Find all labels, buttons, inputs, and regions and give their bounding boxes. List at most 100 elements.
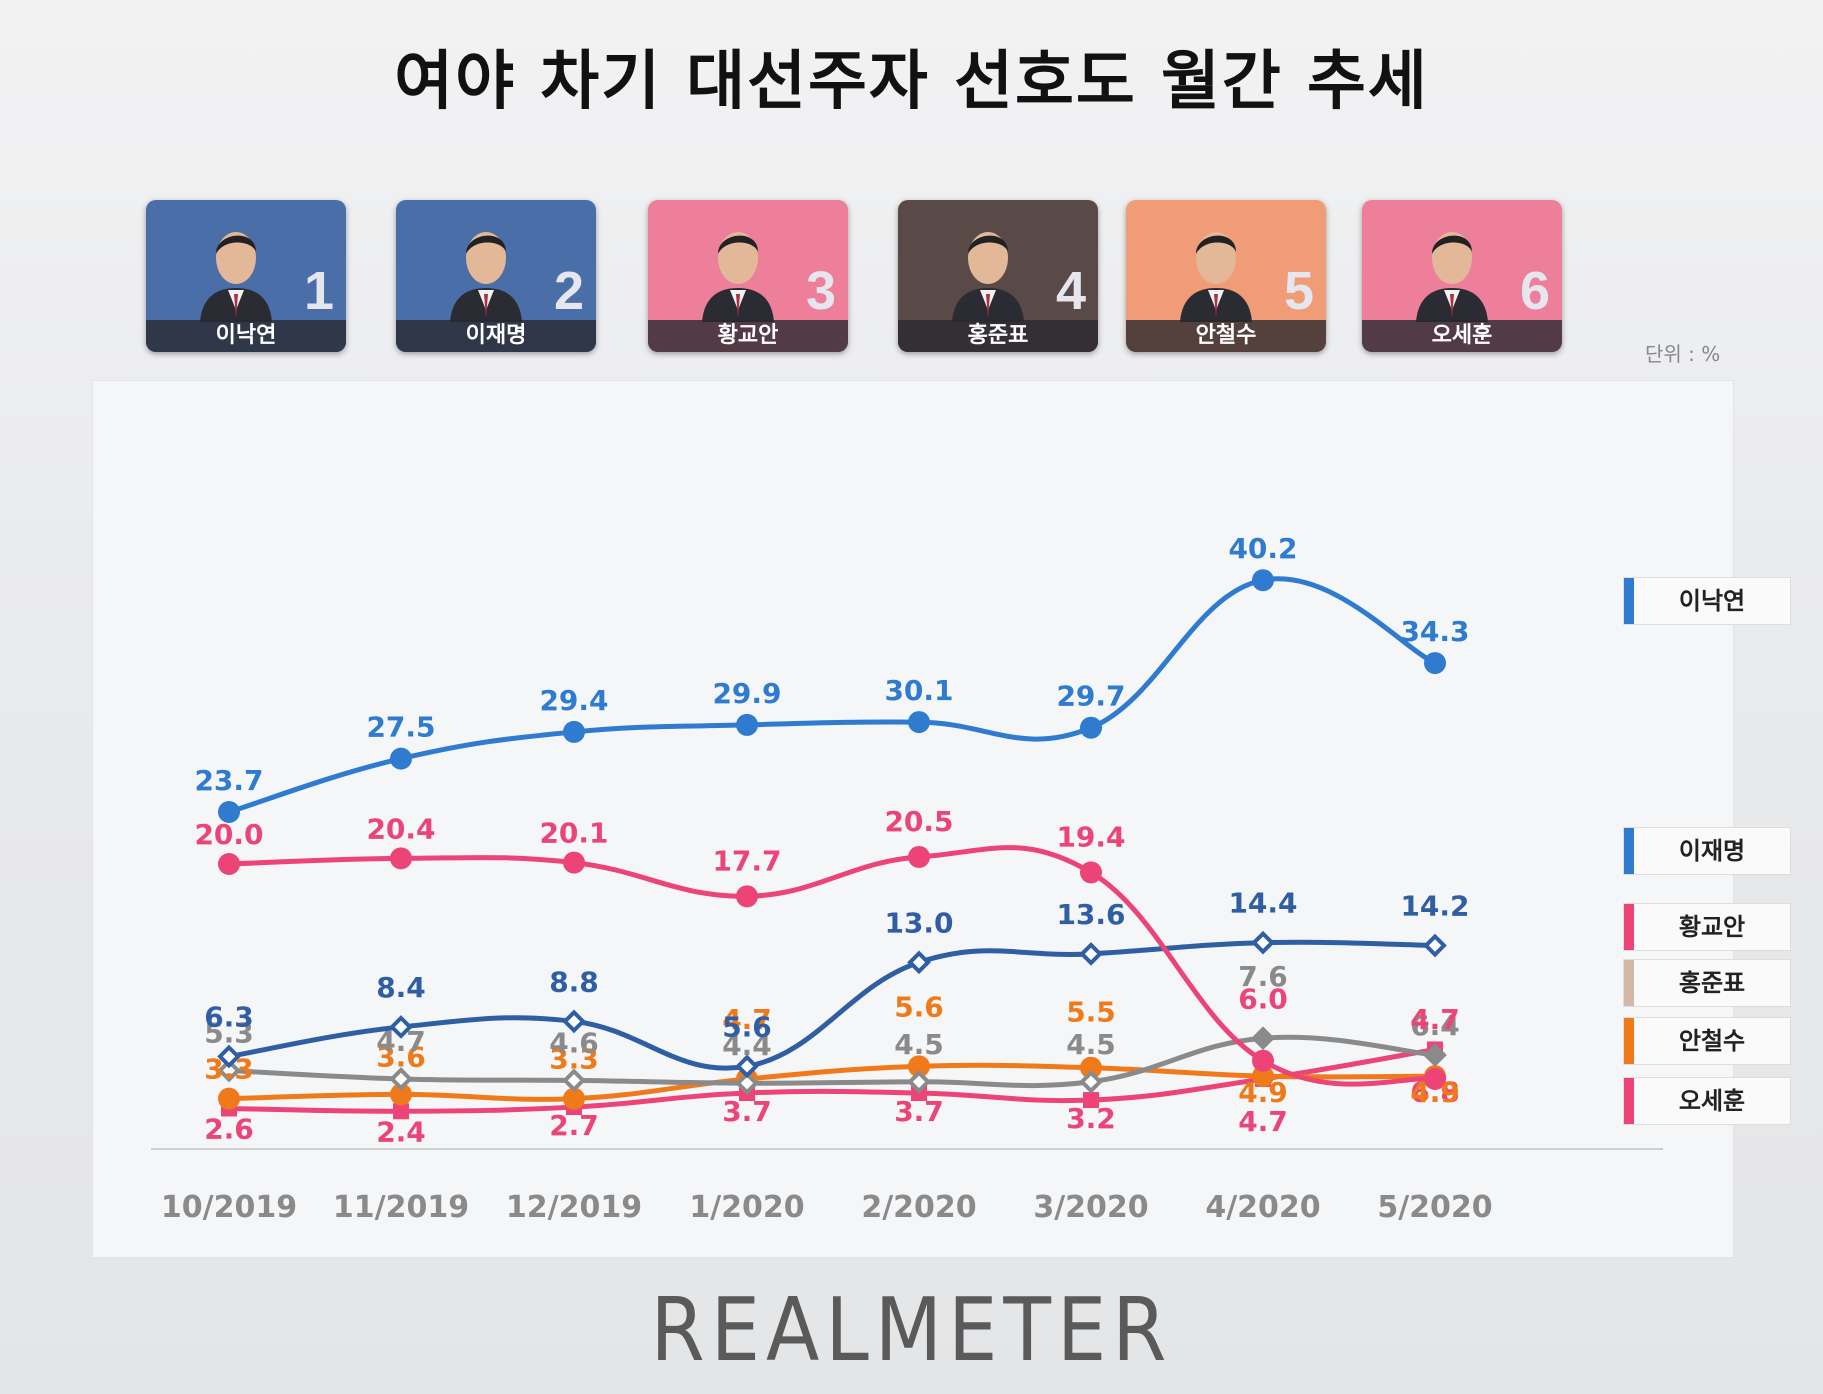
data-label: 4.7 bbox=[376, 1025, 426, 1058]
data-label: 17.7 bbox=[712, 844, 781, 877]
data-label: 13.0 bbox=[884, 906, 953, 939]
data-label: 4.5 bbox=[1066, 1028, 1116, 1061]
unit-label: 단위 : % bbox=[1645, 342, 1721, 366]
x-tick-label: 4/2020 bbox=[1205, 1190, 1320, 1225]
data-point bbox=[736, 713, 758, 736]
data-point bbox=[563, 1087, 585, 1110]
data-label: 30.1 bbox=[884, 674, 953, 707]
data-label: 3.3 bbox=[204, 1053, 254, 1086]
data-label: 27.5 bbox=[366, 711, 435, 744]
data-point bbox=[389, 1067, 413, 1091]
candidate-card: 5 안철수 bbox=[1126, 200, 1326, 352]
candidate-name: 황교안 bbox=[648, 320, 848, 352]
legend-swatch bbox=[1624, 960, 1634, 1006]
data-point bbox=[1079, 1069, 1103, 1094]
data-label: 3.6 bbox=[376, 1040, 426, 1073]
series-line bbox=[226, 939, 1438, 1071]
data-point bbox=[1252, 569, 1274, 592]
data-label: 13.6 bbox=[1056, 898, 1125, 931]
series-line bbox=[226, 1046, 1438, 1114]
candidate-card: 2 이재명 bbox=[396, 200, 596, 352]
x-tick-label: 3/2020 bbox=[1033, 1190, 1148, 1225]
data-label: 6.3 bbox=[204, 1000, 254, 1033]
candidate-name: 안철수 bbox=[1126, 320, 1326, 352]
data-label: 14.4 bbox=[1228, 887, 1297, 920]
data-label: 3.2 bbox=[1066, 1102, 1116, 1135]
legend-swatch bbox=[1624, 904, 1634, 950]
x-tick-label: 2/2020 bbox=[861, 1190, 976, 1225]
data-label: 3.3 bbox=[549, 1043, 599, 1076]
data-point bbox=[389, 1015, 413, 1039]
data-label: 29.4 bbox=[539, 684, 608, 717]
data-label: 5.5 bbox=[1066, 996, 1116, 1029]
legend-entry: 이낙연 bbox=[1623, 577, 1791, 625]
data-point bbox=[1083, 1092, 1099, 1109]
data-point bbox=[907, 1069, 931, 1094]
portrait-icon bbox=[450, 232, 522, 322]
data-label: 5.3 bbox=[204, 1017, 254, 1050]
candidate-name: 오세훈 bbox=[1362, 320, 1562, 352]
data-point bbox=[1423, 933, 1447, 958]
legend-entry: 홍준표 bbox=[1623, 959, 1791, 1007]
data-label: 4.5 bbox=[894, 1028, 944, 1061]
legend-label: 이낙연 bbox=[1678, 587, 1746, 615]
rank-number: 1 bbox=[303, 261, 334, 321]
rank-number: 3 bbox=[805, 261, 836, 321]
legend-entry: 오세훈 bbox=[1623, 1077, 1791, 1125]
data-label: 20.0 bbox=[194, 818, 263, 851]
candidate-card: 1 이낙연 bbox=[146, 200, 346, 352]
data-label: 5.6 bbox=[894, 990, 944, 1023]
x-tick-label: 10/2019 bbox=[161, 1190, 297, 1225]
data-point bbox=[1080, 716, 1102, 739]
data-point bbox=[390, 747, 412, 770]
data-label: 7.6 bbox=[1238, 960, 1288, 993]
data-point bbox=[218, 853, 240, 875]
candidate-card: 3 황교안 bbox=[648, 200, 848, 352]
data-point bbox=[563, 851, 585, 874]
candidate-card: 4 홍준표 bbox=[898, 200, 1098, 352]
data-point bbox=[908, 711, 930, 734]
data-label: 23.7 bbox=[194, 764, 263, 797]
legend-label: 황교안 bbox=[1678, 913, 1746, 941]
data-label: 4.9 bbox=[1410, 1076, 1460, 1109]
data-point bbox=[1251, 930, 1275, 955]
portrait-icon bbox=[200, 232, 272, 322]
data-label: 4.9 bbox=[1238, 1076, 1288, 1109]
legend-label: 안철수 bbox=[1678, 1027, 1746, 1055]
data-label: 4.6 bbox=[549, 1026, 599, 1059]
data-point bbox=[390, 1083, 412, 1106]
data-point bbox=[1424, 1067, 1446, 1090]
data-label: 4.4 bbox=[722, 1029, 772, 1062]
legend-swatch bbox=[1624, 1018, 1634, 1064]
data-point bbox=[735, 1054, 759, 1079]
data-label: 6.0 bbox=[1238, 983, 1288, 1016]
portrait-icon bbox=[1180, 232, 1252, 322]
data-label: 6.8 bbox=[1410, 1075, 1460, 1108]
legend-entry: 황교안 bbox=[1623, 903, 1791, 951]
data-label: 2.6 bbox=[204, 1112, 254, 1145]
data-label: 2.4 bbox=[376, 1115, 426, 1148]
data-point bbox=[218, 801, 240, 824]
series-line bbox=[226, 1062, 1438, 1102]
data-label: 4.7 bbox=[1410, 1003, 1460, 1036]
rank-number: 4 bbox=[1055, 261, 1086, 321]
chart-panel: 10/2019 11/2019 12/2019 1/2020 2/2020 3/2020 4… bbox=[92, 380, 1791, 1258]
data-point bbox=[1424, 652, 1446, 675]
data-label: 5.6 bbox=[722, 1010, 772, 1043]
data-point bbox=[563, 720, 585, 743]
data-label: 29.9 bbox=[712, 677, 781, 710]
brand-logo: REALMETER bbox=[650, 1280, 1173, 1382]
line-chart: 10/2019 11/2019 12/2019 1/2020 2/2020 3/2020 4… bbox=[151, 532, 1663, 1225]
x-tick-label: 11/2019 bbox=[333, 1190, 469, 1225]
portrait-icon bbox=[1416, 232, 1488, 322]
series-line bbox=[226, 576, 1438, 815]
candidate-name: 이낙연 bbox=[146, 320, 346, 352]
legend-label: 이재명 bbox=[1678, 837, 1746, 865]
data-point bbox=[736, 885, 758, 908]
x-tick-label: 12/2019 bbox=[506, 1190, 642, 1225]
data-label: 14.2 bbox=[1400, 889, 1469, 922]
data-point bbox=[218, 1087, 240, 1110]
data-label: 4.7 bbox=[1238, 1105, 1288, 1138]
x-tick-label: 5/2020 bbox=[1377, 1190, 1492, 1225]
legend-entry: 이재명 bbox=[1623, 827, 1791, 875]
